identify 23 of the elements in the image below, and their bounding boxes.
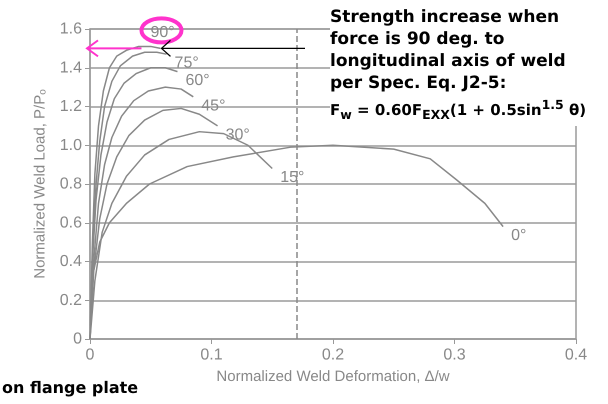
series-label: 0°	[511, 227, 526, 244]
x-tick-label: 0.3	[443, 346, 466, 364]
y-tick-label: 0.4	[60, 253, 82, 270]
y-tick-label: 1.4	[60, 59, 82, 76]
y-tick-label: 1.0	[60, 136, 82, 154]
y-tick-label: 0	[73, 330, 82, 348]
annotation: Strength increase when force is 90 deg. to longitudinal axis of weld per Spec. Eq. J2-5:	[330, 6, 567, 94]
x-tick-label: 0	[86, 346, 95, 364]
series-label: 15°	[280, 169, 304, 186]
x-tick-label: 0.1	[200, 346, 223, 364]
y-tick-label: 1.6	[60, 20, 82, 38]
x-axis-title: Normalized Weld Deformation, Δ/w	[216, 368, 450, 385]
y-tick-label: 0.8	[60, 176, 82, 192]
text: on flange plate	[2, 378, 138, 397]
series-label: 30°	[226, 126, 250, 144]
x-tick-label: 0.4	[564, 346, 588, 364]
y-tick-label: 0.6	[60, 214, 82, 232]
y-tick-label: 0.2	[60, 292, 82, 309]
series-label: 60°	[185, 72, 210, 90]
y-tick-label: 1.2	[60, 98, 82, 115]
y-axis-title: Normalized Weld Load, P/Po	[32, 88, 48, 279]
x-tick-label: 0.2	[322, 346, 344, 364]
annotation: F$_{w}$ = 0.60F$_{EXX}$(1 + 0.5sin$^{1.5}$ θ)	[330, 96, 588, 124]
